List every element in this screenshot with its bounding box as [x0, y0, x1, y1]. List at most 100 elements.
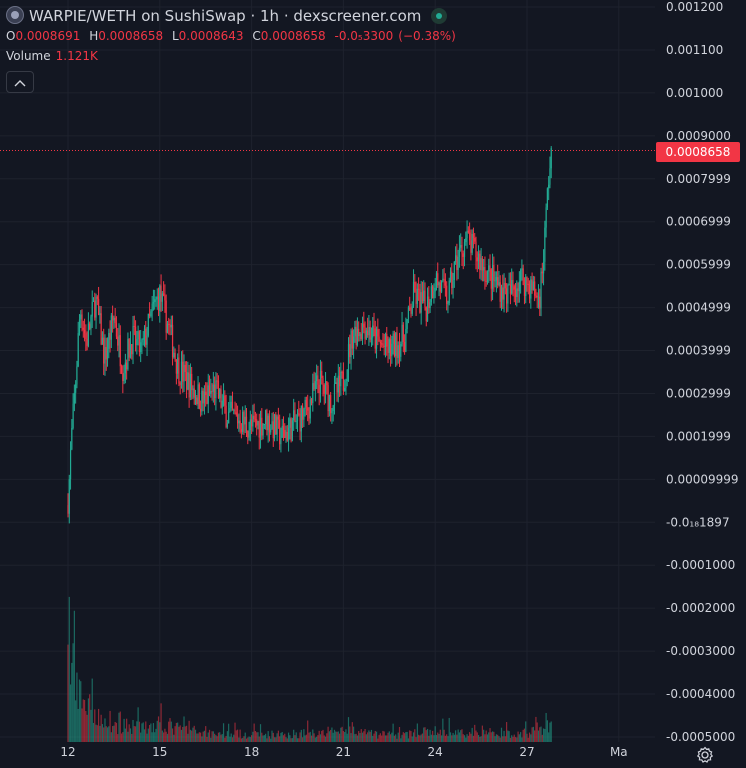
volume-bar	[86, 714, 88, 742]
candle-body	[245, 416, 248, 432]
close-label: C	[252, 29, 261, 43]
volume-bar	[72, 643, 74, 742]
volume-bar	[549, 722, 551, 742]
candle-body	[95, 296, 97, 318]
candle-body	[168, 323, 170, 325]
candle-body	[210, 391, 212, 394]
candle-body	[256, 419, 258, 426]
volume-bar	[382, 730, 384, 742]
volume-bar	[324, 736, 327, 742]
volume-bar	[395, 734, 397, 742]
volume-bar	[243, 736, 245, 742]
candle-body	[522, 268, 524, 286]
low-value: 0.0008643	[178, 29, 244, 43]
candle-body	[154, 299, 156, 303]
volume-bar	[420, 734, 422, 742]
candle-body	[115, 323, 118, 337]
candle-body	[183, 364, 185, 382]
volume-bar	[77, 708, 79, 742]
candle-body	[423, 290, 425, 302]
candle-body	[429, 302, 431, 309]
volume-bar	[234, 722, 236, 742]
candle-body	[324, 381, 327, 394]
volume-bar	[146, 733, 148, 742]
volume-bar	[386, 735, 388, 742]
volume-bar	[270, 738, 272, 742]
candle-body	[270, 429, 272, 433]
volume-bar	[336, 731, 338, 742]
volume-bar	[407, 738, 410, 742]
volume-bar	[350, 733, 352, 742]
candle-body	[410, 309, 412, 314]
chart-settings-button[interactable]	[696, 746, 714, 764]
candle-body	[281, 425, 283, 438]
candle-body	[157, 296, 160, 311]
volume-bar	[498, 736, 500, 742]
candle-body	[282, 425, 285, 431]
volume-bar	[103, 727, 105, 742]
volume-bar	[358, 731, 360, 742]
volume-bar	[521, 737, 523, 742]
volume-bar	[78, 679, 81, 742]
volume-bar	[319, 734, 322, 742]
volume-bar	[105, 726, 107, 742]
change-value: -0.0₅3300	[334, 29, 394, 43]
candle-body	[358, 328, 360, 337]
candle-body	[312, 383, 314, 404]
volume-bar	[210, 737, 212, 742]
candle-body	[361, 323, 364, 339]
volume-bar	[261, 732, 263, 742]
candle-body	[77, 333, 79, 367]
candle-body	[330, 395, 332, 414]
candle-body	[163, 293, 165, 296]
candle-body	[521, 268, 523, 270]
candle-body	[516, 288, 518, 297]
candle-body	[271, 421, 273, 430]
volume-bar	[207, 732, 209, 742]
candle-body	[142, 337, 144, 340]
candle-body	[259, 417, 262, 438]
volume-bar	[185, 725, 188, 742]
volume-bar	[226, 731, 228, 742]
volume-bar	[409, 730, 411, 742]
candle-body	[263, 423, 265, 425]
volume-bar	[308, 732, 310, 742]
candle-body	[424, 290, 426, 308]
candle-body	[499, 282, 501, 302]
candle-body	[467, 230, 469, 233]
candle-body	[332, 405, 334, 411]
volume-bar	[305, 734, 308, 742]
candle-body	[359, 333, 361, 337]
y-tick-label: 0.0007999	[666, 172, 731, 186]
volume-bar	[192, 727, 194, 742]
candle-body	[480, 258, 482, 271]
close-value: 0.0008658	[260, 29, 326, 43]
volume-bar	[220, 734, 222, 742]
time-axis[interactable]: 12 15 18 21 24 27 Ma	[60, 745, 627, 759]
candle-body	[395, 332, 397, 356]
candle-body	[252, 415, 254, 427]
volume-bar	[87, 698, 89, 742]
candle-body	[247, 431, 249, 438]
candle-body	[372, 325, 374, 338]
candle-body	[118, 335, 120, 346]
volume-bar	[377, 738, 379, 742]
price-axis[interactable]: 0.001200 0.001100 0.001000 0.0009000 0.00079…	[666, 0, 739, 744]
candle-body	[132, 325, 134, 355]
candle-body	[550, 148, 552, 169]
volume-bar	[262, 735, 264, 742]
volume-bar	[124, 728, 126, 742]
legend-collapse-button[interactable]	[6, 71, 34, 93]
candle-body	[405, 329, 407, 352]
candle-body	[447, 303, 449, 305]
candle-body	[136, 339, 138, 346]
candle-body	[254, 419, 257, 421]
candle-body	[458, 247, 461, 257]
volume-bar	[402, 732, 404, 742]
candle-body	[191, 373, 193, 391]
volume-bar	[170, 721, 172, 742]
volume-bar	[211, 731, 213, 742]
volume-bar	[437, 732, 439, 742]
